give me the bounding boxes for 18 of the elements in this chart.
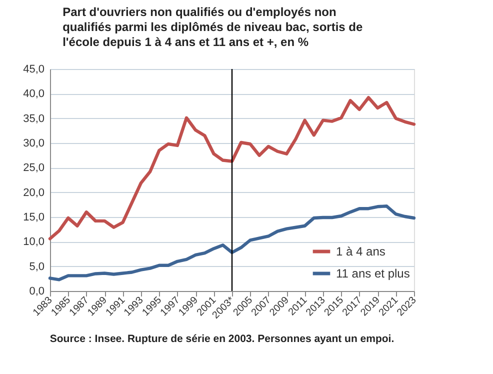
y-tick-label: 0,0 xyxy=(29,286,44,298)
source-note: Source : Insee. Rupture de série en 2003. Personnes ayant un empoi. xyxy=(50,333,394,345)
y-tick-label: 10,0 xyxy=(23,236,44,248)
y-tick-label: 45,0 xyxy=(23,64,44,76)
y-tick-label: 15,0 xyxy=(23,212,44,224)
line-series xyxy=(48,96,416,240)
y-tick-label: 5,0 xyxy=(29,260,44,273)
y-tick-label: 20,0 xyxy=(23,186,44,199)
y-tick-label: 40,0 xyxy=(23,88,44,100)
y-tick-label: 25,0 xyxy=(23,162,44,174)
legend-label: 11 ans et plus xyxy=(336,266,410,280)
text: qualifiés parmi les diplômés de niveau bac, sortis de xyxy=(62,20,363,34)
text: l'école depuis 1 à 4 ans et 11 ans et +, en % xyxy=(62,35,309,49)
y-tick-label: 35,0 xyxy=(23,112,44,125)
line-series xyxy=(48,204,416,282)
legend-label: 1 à 4 ans xyxy=(336,244,386,258)
y-tick-label: 30,0 xyxy=(23,138,44,150)
text: Part d'ouvriers non qualifiés ou d'employés non xyxy=(62,5,336,19)
